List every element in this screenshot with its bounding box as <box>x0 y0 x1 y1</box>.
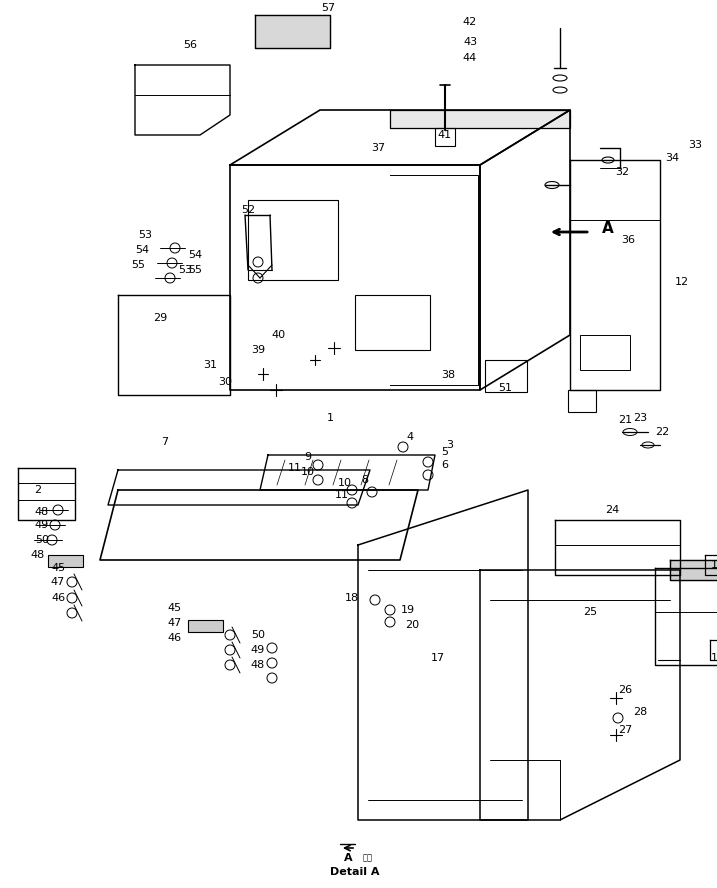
Bar <box>355 295 430 350</box>
Text: 55: 55 <box>131 260 145 270</box>
Text: 54: 54 <box>135 245 149 255</box>
Bar <box>485 360 527 392</box>
Text: 9: 9 <box>305 452 312 462</box>
Text: 50: 50 <box>35 535 49 545</box>
Text: 49: 49 <box>251 645 265 655</box>
Polygon shape <box>670 560 717 580</box>
Text: 19: 19 <box>401 605 415 615</box>
Text: 12: 12 <box>675 277 689 287</box>
Text: 31: 31 <box>203 360 217 370</box>
Text: 24: 24 <box>605 505 619 515</box>
Text: 7: 7 <box>161 437 168 447</box>
Text: 53: 53 <box>138 230 152 240</box>
Polygon shape <box>255 15 330 48</box>
Text: 57: 57 <box>321 3 335 13</box>
Text: 54: 54 <box>188 250 202 260</box>
Text: A: A <box>602 220 614 235</box>
Text: 11: 11 <box>288 463 302 473</box>
Text: 55: 55 <box>188 265 202 275</box>
Text: 53: 53 <box>178 265 192 275</box>
Text: 48: 48 <box>35 507 49 517</box>
Text: 16: 16 <box>711 653 717 663</box>
Text: 17: 17 <box>431 653 445 663</box>
Text: 33: 33 <box>688 140 702 150</box>
Text: 37: 37 <box>371 143 385 153</box>
Text: 1: 1 <box>326 413 333 423</box>
Text: 18: 18 <box>345 593 359 603</box>
Bar <box>568 390 596 412</box>
Text: 39: 39 <box>251 345 265 355</box>
Text: 4: 4 <box>407 432 414 442</box>
Text: 36: 36 <box>621 235 635 245</box>
Text: 46: 46 <box>51 593 65 603</box>
Bar <box>48 555 83 567</box>
Bar <box>580 335 630 370</box>
Text: A: A <box>343 853 352 863</box>
Text: 26: 26 <box>618 685 632 695</box>
Text: 43: 43 <box>463 37 477 47</box>
Text: 47: 47 <box>51 577 65 587</box>
Text: 49: 49 <box>35 520 49 530</box>
Text: 46: 46 <box>168 633 182 643</box>
Text: 5: 5 <box>442 447 449 457</box>
Text: 40: 40 <box>271 330 285 340</box>
Text: 21: 21 <box>618 415 632 425</box>
Text: 32: 32 <box>615 167 629 177</box>
Text: 10: 10 <box>338 478 352 488</box>
Text: 50: 50 <box>251 630 265 640</box>
Text: 52: 52 <box>241 205 255 215</box>
Text: 44: 44 <box>463 53 477 63</box>
Text: 11: 11 <box>335 490 349 500</box>
Text: 14: 14 <box>711 560 717 570</box>
Text: 45: 45 <box>51 563 65 573</box>
Text: 8: 8 <box>361 475 369 485</box>
Text: 部分: 部分 <box>363 853 373 862</box>
Text: 29: 29 <box>153 313 167 323</box>
Text: 2: 2 <box>34 485 42 495</box>
Bar <box>188 620 223 632</box>
Text: 34: 34 <box>665 153 679 163</box>
Bar <box>435 128 455 146</box>
Text: 47: 47 <box>168 618 182 628</box>
Text: 48: 48 <box>251 660 265 670</box>
Text: 6: 6 <box>442 460 449 470</box>
Text: 30: 30 <box>218 377 232 387</box>
Text: 23: 23 <box>633 413 647 423</box>
Text: Detail A: Detail A <box>331 867 380 877</box>
Text: 3: 3 <box>447 440 453 450</box>
Text: 20: 20 <box>405 620 419 630</box>
Text: 38: 38 <box>441 370 455 380</box>
Polygon shape <box>390 110 570 128</box>
Text: 56: 56 <box>183 40 197 50</box>
Text: 42: 42 <box>463 17 477 27</box>
Text: 25: 25 <box>583 607 597 617</box>
Text: 10: 10 <box>301 467 315 477</box>
Text: 45: 45 <box>168 603 182 613</box>
Bar <box>248 200 338 280</box>
Text: 22: 22 <box>655 427 669 437</box>
Text: 28: 28 <box>633 707 647 717</box>
Text: 41: 41 <box>438 130 452 140</box>
Text: 27: 27 <box>618 725 632 735</box>
Text: 48: 48 <box>31 550 45 560</box>
Text: 51: 51 <box>498 383 512 393</box>
